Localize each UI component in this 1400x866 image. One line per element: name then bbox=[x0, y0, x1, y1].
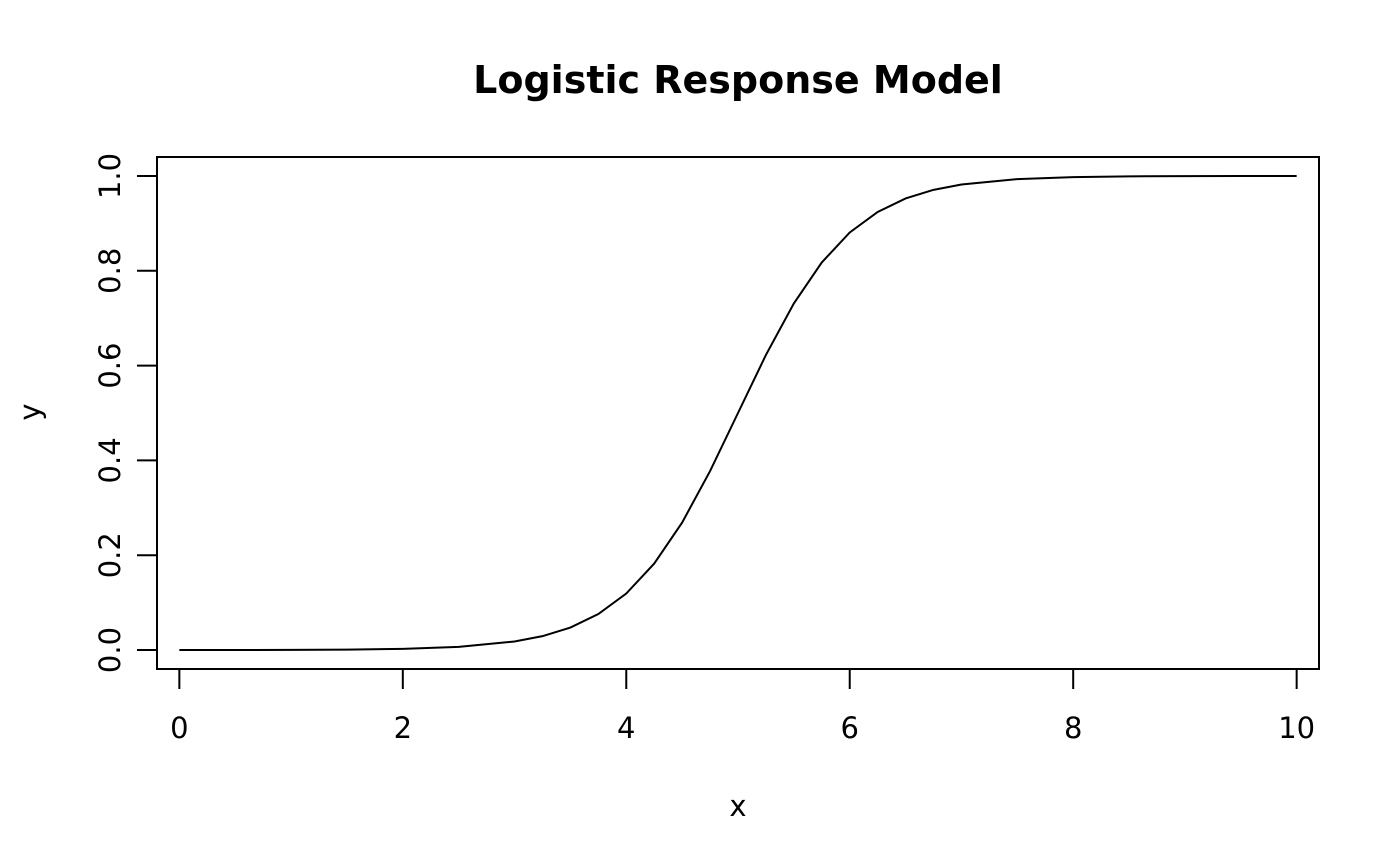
y-tick-label: 1.0 bbox=[93, 153, 127, 199]
series-layer bbox=[179, 174, 1297, 652]
x-tick-label: 4 bbox=[617, 711, 635, 745]
x-axis: 0 2 4 6 8 10 bbox=[170, 668, 1315, 745]
y-tick-label: 0.0 bbox=[93, 627, 127, 673]
x-tick-label: 8 bbox=[1064, 711, 1082, 745]
y-tick-label: 0.6 bbox=[93, 343, 127, 389]
y-tick-label: 0.8 bbox=[93, 248, 127, 294]
x-tick-label: 0 bbox=[170, 711, 188, 745]
x-tick-label: 2 bbox=[394, 711, 412, 745]
x-tick-label: 6 bbox=[841, 711, 859, 745]
x-axis-label: x bbox=[729, 789, 746, 823]
chart-title: Logistic Response Model bbox=[473, 58, 1003, 102]
y-tick-label: 0.2 bbox=[93, 532, 127, 578]
y-tick-label: 0.4 bbox=[93, 437, 127, 483]
logistic-curve bbox=[179, 174, 1297, 652]
y-axis-label: y bbox=[13, 403, 47, 420]
x-tick-label: 10 bbox=[1278, 711, 1315, 745]
y-axis: 0.0 0.2 0.4 0.6 0.8 1.0 bbox=[93, 153, 158, 673]
